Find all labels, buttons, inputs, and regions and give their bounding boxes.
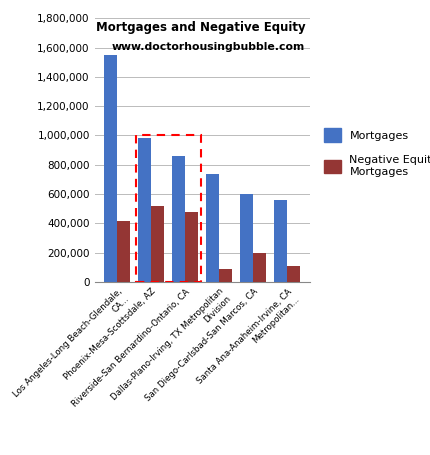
Bar	[135, 135, 201, 282]
Bar	[104, 55, 117, 282]
Bar	[185, 212, 198, 282]
Bar	[151, 206, 164, 282]
Bar	[287, 266, 300, 282]
Bar	[240, 194, 253, 282]
Legend: Mortgages, Negative Equity
Mortgages: Mortgages, Negative Equity Mortgages	[319, 124, 430, 182]
Text: www.doctorhousingbubble.com: www.doctorhousingbubble.com	[112, 42, 305, 52]
Bar	[138, 138, 151, 282]
Bar	[206, 174, 219, 282]
Bar	[219, 269, 232, 282]
Bar	[253, 253, 266, 282]
Bar	[172, 156, 185, 282]
Text: Mortgages and Negative Equity: Mortgages and Negative Equity	[95, 21, 305, 34]
Bar	[117, 221, 130, 282]
Bar	[274, 200, 287, 282]
